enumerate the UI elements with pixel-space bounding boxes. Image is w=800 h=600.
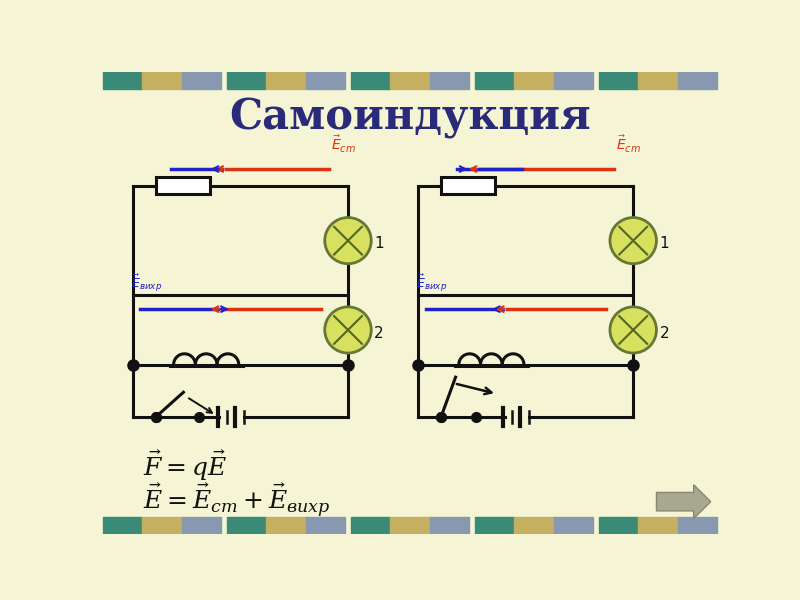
Polygon shape xyxy=(657,485,710,518)
Bar xyxy=(638,517,678,534)
Bar xyxy=(266,517,306,534)
Bar xyxy=(554,72,593,89)
Bar xyxy=(390,72,430,89)
Bar xyxy=(441,178,495,194)
Bar xyxy=(103,517,142,534)
Bar xyxy=(103,72,142,89)
Bar xyxy=(182,517,221,534)
Bar xyxy=(306,517,345,534)
Text: $\vec{E}_{вихр}$: $\vec{E}_{вихр}$ xyxy=(416,272,447,294)
Bar xyxy=(554,517,593,534)
Bar xyxy=(514,517,554,534)
Text: Самоиндукция: Самоиндукция xyxy=(229,97,591,139)
Text: 1: 1 xyxy=(659,236,669,251)
Bar xyxy=(156,178,210,194)
Bar xyxy=(430,517,469,534)
Bar xyxy=(351,517,390,534)
Text: 2: 2 xyxy=(659,326,669,341)
Text: 1: 1 xyxy=(374,236,384,251)
Bar xyxy=(514,72,554,89)
Circle shape xyxy=(325,218,371,264)
Bar xyxy=(638,72,678,89)
Bar xyxy=(306,72,345,89)
Bar xyxy=(475,517,514,534)
Bar xyxy=(599,517,638,534)
Bar xyxy=(599,72,638,89)
Bar xyxy=(351,72,390,89)
Bar xyxy=(475,72,514,89)
Text: $\vec{E}_{cm}$: $\vec{E}_{cm}$ xyxy=(331,134,356,155)
Bar xyxy=(266,72,306,89)
Bar xyxy=(430,72,469,89)
Bar xyxy=(182,72,221,89)
Text: $\vec{E} = \vec{E}_{cm} + \vec{E}_{вихр}$: $\vec{E} = \vec{E}_{cm} + \vec{E}_{вихр}… xyxy=(142,480,330,519)
Text: $\vec{E}_{cm}$: $\vec{E}_{cm}$ xyxy=(616,134,642,155)
Circle shape xyxy=(325,307,371,353)
Circle shape xyxy=(610,307,657,353)
Bar xyxy=(678,72,717,89)
Bar xyxy=(390,517,430,534)
Text: 2: 2 xyxy=(374,326,384,341)
Text: $\vec{E}_{вихр}$: $\vec{E}_{вихр}$ xyxy=(131,272,162,294)
Text: $\vec{F} = q\vec{E}$: $\vec{F} = q\vec{E}$ xyxy=(142,448,226,483)
Bar xyxy=(678,517,717,534)
Bar xyxy=(142,72,182,89)
Bar xyxy=(142,517,182,534)
Circle shape xyxy=(610,218,657,264)
Bar xyxy=(227,517,266,534)
Bar xyxy=(227,72,266,89)
